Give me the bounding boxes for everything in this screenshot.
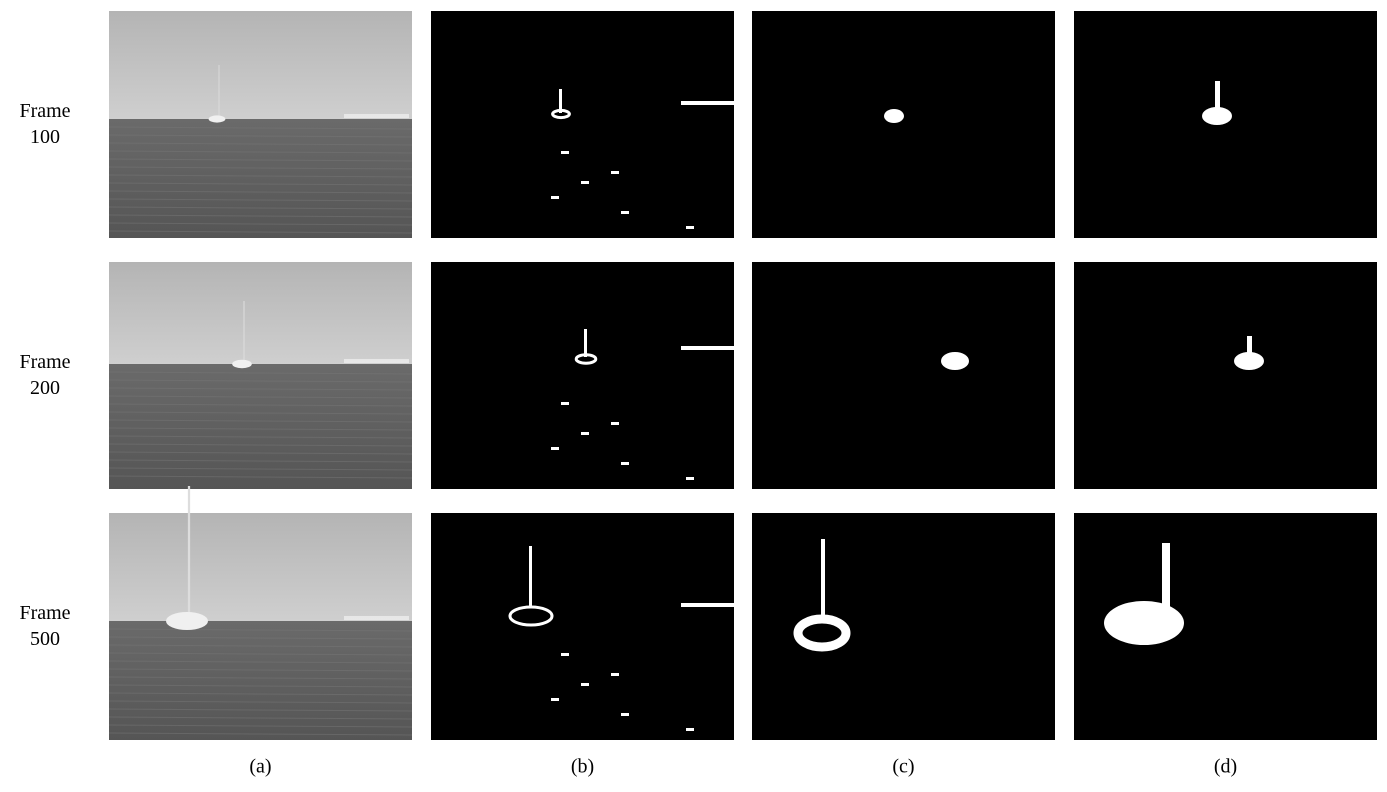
- far-boats: [344, 359, 409, 363]
- noise: [611, 673, 619, 676]
- boat-blob: [1234, 352, 1264, 370]
- mast-blob: [1162, 543, 1170, 613]
- row-label: Frame: [19, 351, 70, 373]
- column-label: (c): [892, 756, 914, 778]
- noise: [611, 171, 619, 174]
- sea: [109, 364, 412, 489]
- sky: [109, 262, 412, 364]
- panel-image: [752, 262, 1055, 489]
- panel-image: [1074, 11, 1377, 238]
- boat-blob: [1202, 107, 1232, 125]
- mast-blob: [529, 546, 532, 606]
- noise: [581, 181, 589, 184]
- boat-blob: [1104, 601, 1184, 645]
- background: [1074, 11, 1377, 238]
- sky: [109, 513, 412, 621]
- mast-blob: [1215, 81, 1220, 111]
- hull: [209, 115, 226, 122]
- far-blob: [681, 603, 734, 607]
- noise: [621, 713, 629, 716]
- panel-image: [431, 513, 734, 740]
- mast-blob: [821, 539, 825, 619]
- column-label: (d): [1214, 756, 1237, 778]
- far-blob: [681, 346, 734, 350]
- row-label: 200: [30, 377, 60, 399]
- hull: [232, 360, 252, 368]
- background: [431, 11, 734, 238]
- row-label: 500: [30, 628, 60, 650]
- row-label: 100: [30, 126, 60, 148]
- panel-image: [109, 262, 412, 489]
- noise: [581, 432, 589, 435]
- noise: [551, 447, 559, 450]
- noise: [581, 683, 589, 686]
- panel-image: [109, 486, 412, 740]
- noise: [611, 422, 619, 425]
- row-label: Frame: [19, 100, 70, 122]
- background: [752, 11, 1055, 238]
- row-label: Frame: [19, 602, 70, 624]
- panel-image: [752, 11, 1055, 238]
- panel-image: [431, 11, 734, 238]
- noise: [686, 728, 694, 731]
- noise: [551, 698, 559, 701]
- column-label: (a): [249, 756, 271, 778]
- noise: [621, 462, 629, 465]
- noise: [621, 211, 629, 214]
- panel-image: [1074, 513, 1377, 740]
- panel-image: [752, 513, 1055, 740]
- background: [752, 262, 1055, 489]
- boat-blob: [884, 109, 904, 123]
- noise: [551, 196, 559, 199]
- noise: [686, 477, 694, 480]
- panel-image: [109, 11, 412, 238]
- far-boats: [344, 616, 409, 620]
- panel-image: [1074, 262, 1377, 489]
- noise: [686, 226, 694, 229]
- figure: Frame 100 Frame 200 Frame 500 (a) (b) (c) (d): [0, 0, 1387, 787]
- sky: [109, 11, 412, 119]
- hull: [166, 612, 208, 630]
- panel-image: [431, 262, 734, 489]
- noise: [561, 653, 569, 656]
- noise: [561, 402, 569, 405]
- far-boats: [344, 114, 409, 118]
- noise: [561, 151, 569, 154]
- mast-blob: [584, 329, 587, 357]
- background: [431, 513, 734, 740]
- boat-blob: [941, 352, 969, 370]
- column-label: (b): [571, 756, 594, 778]
- background: [1074, 262, 1377, 489]
- far-blob: [681, 101, 734, 105]
- background: [431, 262, 734, 489]
